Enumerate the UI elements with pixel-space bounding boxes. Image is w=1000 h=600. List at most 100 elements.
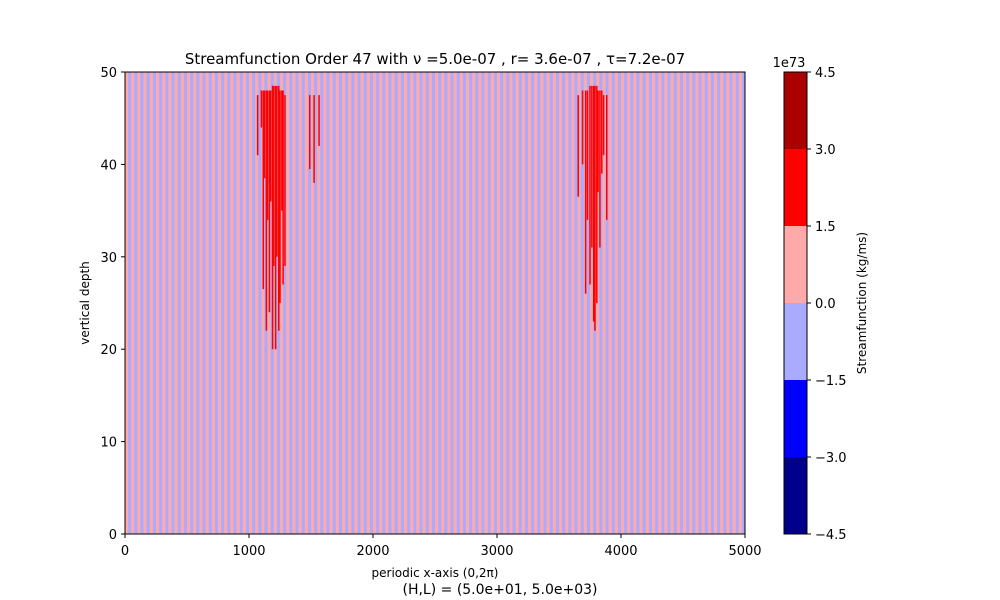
heatmap-stripe xyxy=(490,72,495,534)
heatmap-stripe xyxy=(236,72,240,534)
heatmap-stripe xyxy=(301,72,306,534)
heatmap-stripe xyxy=(534,72,538,534)
heatmap-stripe xyxy=(531,72,535,534)
colorbar-block xyxy=(784,226,807,303)
x-tick-label: 3000 xyxy=(480,544,513,559)
heatmap-stripe xyxy=(621,72,625,534)
heatmap-stripe xyxy=(307,72,312,534)
heatmap-stripe xyxy=(540,72,544,534)
heatmap-stripe xyxy=(714,72,718,534)
heatmap-stripe xyxy=(741,72,746,534)
heatmap-stripe xyxy=(562,72,566,534)
heatmap-stripe xyxy=(459,72,464,534)
heatmap-stripe xyxy=(720,72,724,534)
heatmap-stripe xyxy=(466,72,470,534)
heatmap-stripe xyxy=(571,72,575,534)
heatmap-stripe xyxy=(422,72,426,534)
heatmap-stripe xyxy=(174,72,178,534)
x-tick-label: 4000 xyxy=(604,544,637,559)
colorbar-tick-label: 3.0 xyxy=(815,143,836,158)
heatmap-stripe xyxy=(407,72,411,534)
colorbar-block xyxy=(784,457,807,534)
heatmap-stripe xyxy=(673,72,678,534)
heatmap-stripe xyxy=(134,72,138,534)
heatmap-stripe xyxy=(679,72,684,534)
x-tick-label: 1000 xyxy=(232,544,265,559)
heatmap-stripe xyxy=(171,72,175,534)
heatmap-stripe xyxy=(314,72,318,534)
heatmap-stripe xyxy=(509,72,513,534)
heatmap-stripe xyxy=(583,72,588,534)
heatmap-stripe xyxy=(295,72,299,534)
y-tick-label: 20 xyxy=(100,343,117,358)
heatmap-stripe xyxy=(326,72,330,534)
heatmap-stripe xyxy=(611,72,616,534)
y-tick-label: 50 xyxy=(100,66,117,81)
heatmap-stripe xyxy=(453,72,457,534)
heatmap-stripe xyxy=(574,72,578,534)
heatmap-stripe xyxy=(388,72,392,534)
heatmap-stripe xyxy=(577,72,581,534)
heatmap-stripe xyxy=(168,72,172,534)
heatmap-stripe xyxy=(478,72,482,534)
colorbar-block xyxy=(784,149,807,226)
heatmap-stripe xyxy=(642,72,647,534)
heatmap-stripe xyxy=(670,72,674,534)
heatmap-stripe xyxy=(655,72,659,534)
y-axis-label: vertical depth xyxy=(78,261,92,344)
heatmap-stripe xyxy=(255,72,259,534)
heatmap-stripe xyxy=(156,72,160,534)
heatmap-stripe xyxy=(695,72,699,534)
heatmap-stripe xyxy=(366,72,371,534)
heatmap-stripe xyxy=(528,72,532,534)
heatmap-stripe xyxy=(503,72,507,534)
plume-features xyxy=(256,85,608,350)
colorbar-offset-text: 1e73 xyxy=(773,56,806,71)
heatmap-stripe xyxy=(707,72,712,534)
heatmap-stripe xyxy=(289,72,293,534)
colorbar-block xyxy=(784,303,807,380)
heatmap-stripe xyxy=(369,72,374,534)
heatmap-stripe xyxy=(311,72,315,534)
heatmap-stripe xyxy=(602,72,606,534)
heatmap-stripe xyxy=(506,72,510,534)
heatmap-stripe xyxy=(608,72,612,534)
heatmap-stripe xyxy=(617,72,622,534)
heatmap-stripe xyxy=(630,72,634,534)
heatmap-stripe xyxy=(515,72,519,534)
heatmap-stripe xyxy=(261,72,265,534)
heatmap-stripe xyxy=(125,72,129,534)
heatmap-stripe xyxy=(438,72,442,534)
heatmap-stripe xyxy=(351,72,355,534)
heatmap-stripe xyxy=(546,72,550,534)
heatmap-stripe xyxy=(410,72,414,534)
heatmap-stripe xyxy=(590,72,594,534)
heatmap-stripe xyxy=(456,72,461,534)
heatmap-stripe xyxy=(500,72,504,534)
heatmap-stripe xyxy=(518,72,523,534)
x-tick-label: 0 xyxy=(121,544,129,559)
heatmap-stripe xyxy=(543,72,547,534)
heatmap-stripe xyxy=(683,72,687,534)
heatmap-stripe xyxy=(698,72,702,534)
colorbar-tick-label: −1.5 xyxy=(815,374,847,389)
heatmap-stripe xyxy=(450,72,454,534)
heatmap-stripe xyxy=(252,72,256,534)
heatmap-stripe xyxy=(686,72,690,534)
heatmap-stripe xyxy=(152,72,157,534)
heatmap-stripe xyxy=(537,72,541,534)
heatmap-stripe xyxy=(735,72,740,534)
heatmap-stripe xyxy=(196,72,200,534)
heatmap-stripe xyxy=(652,72,656,534)
heatmap-stripe xyxy=(413,72,417,534)
heatmap-stripe xyxy=(245,72,250,534)
footer-text: (H,L) = (5.0e+01, 5.0e+03) xyxy=(402,582,597,598)
y-tick-label: 10 xyxy=(100,436,117,451)
colorbar-ticks: −4.5 −3.0 −1.5 0.0 1.5 3.0 4.5 xyxy=(807,66,847,543)
colorbar-label: Streamfunction (kg/ms) xyxy=(855,232,869,374)
heatmap-stripe xyxy=(249,72,253,534)
heatmap-stripe xyxy=(165,72,169,534)
heatmap-stripe xyxy=(599,72,603,534)
heatmap-stripe xyxy=(726,72,730,534)
